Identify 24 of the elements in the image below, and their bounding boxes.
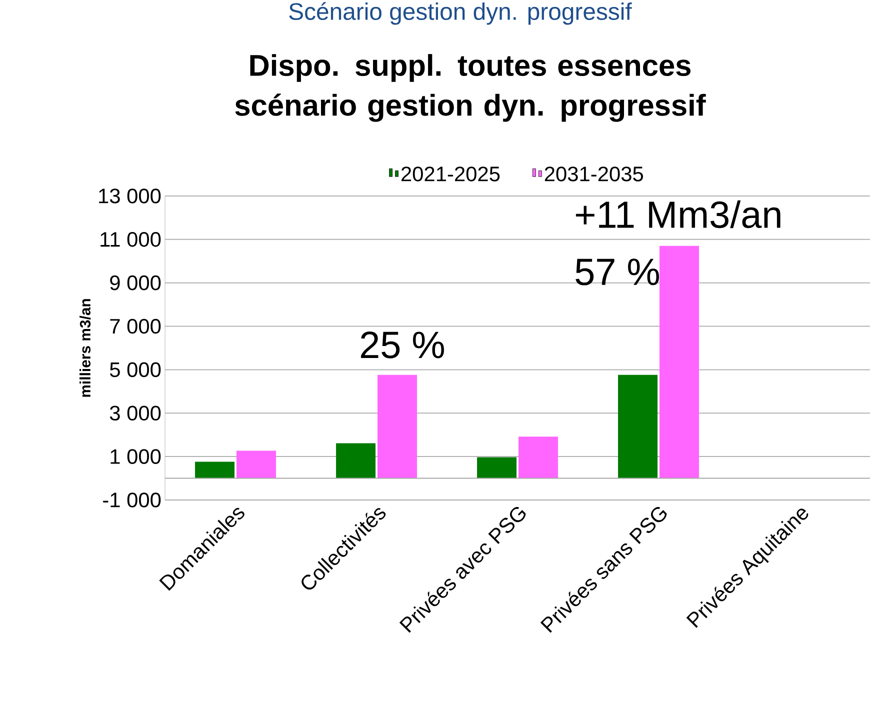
y-tick-label: -1 000: [103, 492, 161, 508]
annotation: 57 %: [576, 258, 660, 286]
y-tick-label: 5 000: [110, 362, 161, 378]
y-tick-label: 3 000: [110, 406, 161, 421]
y-tick-label: 7 000: [110, 318, 161, 334]
bar: [618, 374, 658, 478]
y-tick-label: 1 000: [110, 449, 161, 464]
bar: [660, 246, 699, 478]
bar: [378, 374, 417, 478]
bar: [518, 436, 558, 478]
chart-title: Dispo. suppl. toutes essences scénario gestion dyn. progressif: [235, 54, 706, 122]
legend-label: 2021-2025: [402, 166, 500, 182]
text: Scénario gestion dyn. progressif: [289, 2, 632, 25]
bar: [336, 443, 376, 478]
legend-label: 2031-2035: [544, 166, 644, 182]
annotation: 25 %: [360, 332, 444, 358]
y-tick-label: 9 000: [110, 275, 161, 290]
y-tick-label: 13 000: [99, 188, 161, 204]
bar: [195, 462, 235, 478]
y-axis-title: milliers m3/an: [80, 299, 91, 397]
annotation: +11 Mm3/an: [576, 200, 780, 228]
bar: [477, 457, 517, 478]
bar: [236, 450, 276, 478]
y-tick-label: 11 000: [100, 232, 161, 247]
